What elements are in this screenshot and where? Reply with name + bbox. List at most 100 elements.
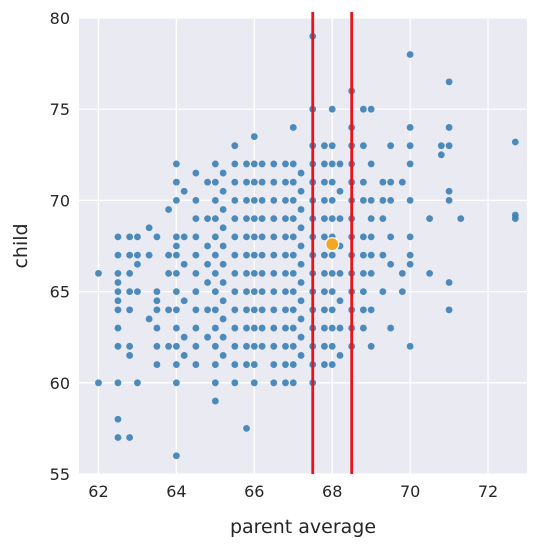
data-point <box>321 342 328 350</box>
data-point <box>289 324 297 332</box>
highlight-point-group <box>325 237 340 252</box>
data-point <box>282 306 289 314</box>
data-point <box>321 361 328 368</box>
data-point <box>192 306 200 314</box>
data-point <box>282 233 289 241</box>
data-point <box>367 215 375 223</box>
data-point <box>336 269 344 277</box>
data-point <box>211 342 219 350</box>
data-point <box>289 197 297 204</box>
data-point <box>445 306 453 314</box>
data-point <box>211 233 219 241</box>
data-point <box>336 352 344 359</box>
data-point <box>379 197 387 204</box>
data-point <box>289 342 297 350</box>
data-point <box>192 361 200 368</box>
data-point <box>387 142 395 150</box>
data-point <box>328 342 336 350</box>
data-point <box>289 215 297 223</box>
data-point <box>243 197 250 204</box>
data-point <box>134 251 141 259</box>
data-point <box>180 352 188 359</box>
data-point <box>192 169 200 177</box>
data-point <box>211 324 219 332</box>
data-point <box>153 306 161 314</box>
data-point <box>145 315 153 323</box>
data-point <box>192 233 200 241</box>
data-point <box>95 269 102 277</box>
data-point <box>336 324 344 332</box>
data-point <box>406 160 414 168</box>
data-point <box>219 206 227 213</box>
data-point <box>511 138 519 146</box>
data-point <box>258 197 266 204</box>
data-point <box>192 251 200 259</box>
data-point <box>114 324 122 332</box>
data-point <box>243 269 250 277</box>
data-point <box>126 288 134 295</box>
data-point <box>328 361 336 368</box>
data-point <box>243 342 250 350</box>
data-point <box>231 342 239 350</box>
data-point <box>321 324 328 332</box>
data-point <box>219 352 227 359</box>
data-point <box>445 279 453 286</box>
data-point <box>289 233 297 241</box>
data-point <box>204 260 211 268</box>
data-point <box>180 297 188 305</box>
data-point <box>192 197 200 204</box>
data-point <box>145 251 153 259</box>
data-point <box>445 124 453 131</box>
data-point <box>457 215 465 223</box>
data-point <box>445 197 453 204</box>
data-point <box>359 251 367 259</box>
data-point <box>172 361 180 368</box>
data-point <box>282 178 289 186</box>
data-point <box>328 105 336 113</box>
data-point <box>367 105 375 113</box>
data-point <box>231 178 239 186</box>
y-axis-label: child <box>10 223 32 268</box>
data-point <box>250 361 258 368</box>
data-point <box>289 178 297 186</box>
data-point <box>134 233 141 241</box>
data-point <box>250 288 258 295</box>
data-point <box>282 269 289 277</box>
data-point <box>250 306 258 314</box>
data-point <box>250 251 258 259</box>
data-point <box>406 233 414 241</box>
data-point <box>126 434 134 441</box>
data-point <box>321 142 328 150</box>
data-point <box>165 206 173 213</box>
data-point <box>114 269 122 277</box>
data-point <box>250 269 258 277</box>
data-point <box>282 215 289 223</box>
data-point <box>114 415 122 423</box>
data-point <box>231 233 239 241</box>
data-point <box>406 51 414 58</box>
x-tick-label: 66 <box>244 482 264 501</box>
data-point <box>359 269 367 277</box>
data-point <box>204 215 211 223</box>
x-tick-labels: 62 64 66 68 70 72 <box>88 482 498 501</box>
data-point <box>145 224 153 232</box>
data-point <box>258 160 266 168</box>
x-axis-label: parent average <box>230 516 376 538</box>
data-point <box>328 178 336 186</box>
data-point <box>321 306 328 314</box>
data-point <box>243 178 250 186</box>
data-point <box>367 269 375 277</box>
data-point <box>211 397 219 405</box>
data-point <box>437 142 445 150</box>
data-point <box>231 197 239 204</box>
data-point <box>134 288 141 295</box>
data-point <box>204 178 211 186</box>
data-point <box>379 288 387 295</box>
data-point <box>328 306 336 314</box>
data-point <box>387 260 395 268</box>
data-point <box>211 361 219 368</box>
data-point <box>328 215 336 223</box>
data-point <box>270 361 278 368</box>
data-point <box>289 251 297 259</box>
data-point <box>180 187 188 195</box>
